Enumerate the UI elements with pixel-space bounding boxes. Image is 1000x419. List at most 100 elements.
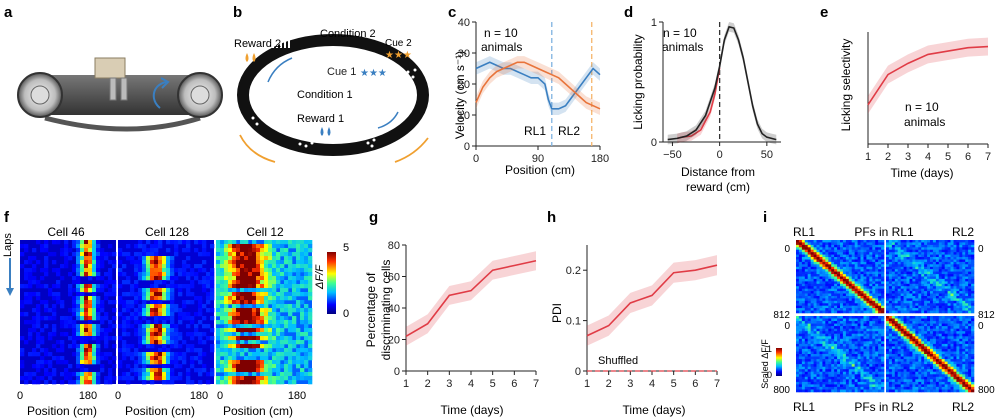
i-block-1-cell	[959, 300, 963, 304]
i-block-2-cell	[854, 346, 858, 350]
i-block-2-cell	[866, 333, 870, 337]
heatmap-2-cell	[300, 340, 305, 345]
i-block-3-cell	[968, 323, 972, 327]
heatmap-2-cell	[224, 240, 229, 245]
i-block-0-cell	[807, 247, 811, 250]
i-block-2-cell	[857, 346, 861, 350]
i-block-0-cell	[816, 249, 820, 253]
i-block-1-cell	[900, 254, 904, 258]
i-block-1-cell	[950, 269, 954, 272]
heatmap-1-cell	[118, 336, 123, 341]
heatmap-2-cell	[244, 272, 249, 277]
i-block-0-cell	[796, 303, 800, 306]
i-block-1-cell	[944, 286, 948, 289]
i-block-0-cell	[878, 264, 882, 267]
i-block-2-cell	[840, 389, 844, 393]
i-block-0-cell	[854, 274, 858, 277]
i-block-2-cell	[807, 338, 811, 342]
i-block-1-cell	[921, 286, 925, 289]
heatmap-0-cell	[80, 256, 85, 261]
heatmap-1-cell	[182, 240, 187, 245]
i-block-2-cell	[860, 369, 864, 372]
heatmap-2-cell	[288, 264, 293, 269]
heatmap-2-cell	[256, 244, 261, 249]
i-block-2-cell	[875, 326, 879, 329]
i-block-0-cell	[798, 305, 803, 309]
heatmap-2-cell	[232, 376, 237, 381]
heatmap-0-cell	[92, 244, 97, 249]
heatmap-1-cell	[174, 240, 179, 245]
i-block-2-cell	[804, 318, 808, 322]
heatmap-1-cell	[150, 292, 155, 297]
heatmap-2-cell	[244, 284, 249, 289]
i-block-0-cell	[798, 288, 803, 292]
i-block-2-cell	[842, 381, 847, 385]
i-block-2-cell	[834, 376, 838, 380]
heatmap-2-cell	[268, 380, 273, 385]
i-block-1-cell	[968, 242, 972, 246]
i-block-2-cell	[837, 331, 841, 334]
i-block-0-cell	[810, 298, 814, 302]
heatmap-1-cell	[166, 340, 171, 345]
heatmap-0-cell	[84, 372, 89, 377]
i-block-1-cell	[909, 303, 913, 306]
heatmap-2-cell	[256, 280, 261, 285]
i-block-0-cell	[831, 254, 835, 258]
heatmap-0-cell	[84, 288, 89, 293]
heatmap-0-cell	[48, 308, 53, 313]
i-block-1-cell	[912, 266, 916, 270]
i-block-2-cell	[875, 374, 879, 378]
heatmap-2-cell	[268, 280, 273, 285]
i-block-2-cell	[834, 366, 838, 370]
i-block-0-cell	[825, 291, 829, 294]
i-block-0-cell	[845, 288, 850, 292]
i-block-3-cell	[906, 336, 910, 340]
i-block-1-cell	[894, 257, 898, 260]
i-block-0-cell	[801, 264, 806, 267]
i-block-0-cell	[869, 296, 873, 299]
i-block-2-cell	[825, 374, 829, 378]
heatmap-1-cell	[134, 252, 139, 257]
heatmap-2-cell	[256, 300, 261, 305]
c-annotation-animals: animals	[481, 40, 522, 54]
i-block-1-cell	[924, 240, 928, 243]
i-block-2-cell	[875, 333, 879, 337]
i-block-1-cell	[888, 308, 893, 311]
i-block-2-cell	[819, 354, 823, 357]
heatmap-1-cell	[190, 348, 195, 353]
heatmap-2-cell	[252, 308, 257, 313]
heatmap-0-cell	[72, 336, 77, 341]
heatmap-2-cell	[304, 280, 309, 285]
i-block-1-cell	[894, 269, 898, 272]
heatmap-2-cell	[220, 240, 225, 245]
i-block-3-cell	[938, 336, 942, 340]
h-shuffled-label: Shuffled	[598, 355, 638, 367]
i-block-1-cell	[962, 276, 966, 280]
i-block-1-cell	[938, 269, 942, 272]
heatmap-2-cell	[272, 296, 277, 301]
heatmap-0-cell	[32, 308, 37, 313]
heatmap-1-cell	[210, 280, 215, 285]
i-block-1-cell	[953, 259, 957, 263]
i-block-0-cell	[801, 242, 806, 246]
heatmap-2-cell	[252, 264, 257, 269]
heatmap-0-cell	[92, 252, 97, 257]
i-block-1-cell	[886, 303, 890, 306]
c-marker-rl1: RL1	[524, 124, 546, 138]
i-block-2-cell	[837, 318, 841, 322]
heatmap-1-cell	[170, 312, 175, 317]
i-block-0-cell	[813, 269, 817, 272]
i-block-2-cell	[869, 366, 873, 370]
i-block-2-cell	[816, 316, 820, 319]
i-block-2-cell	[869, 323, 873, 327]
i-block-0-cell	[863, 249, 867, 253]
heatmap-1-cell	[138, 372, 143, 377]
heatmap-2-cell	[296, 244, 301, 249]
i-block-2-cell	[810, 331, 814, 334]
i-block-0-cell	[819, 249, 823, 253]
i-block-3-cell	[968, 331, 972, 334]
i-block-0-cell	[796, 288, 800, 292]
heatmap-1-cell	[134, 312, 139, 317]
heatmap-2-cell	[256, 344, 261, 349]
i-block-0-cell	[801, 240, 806, 243]
